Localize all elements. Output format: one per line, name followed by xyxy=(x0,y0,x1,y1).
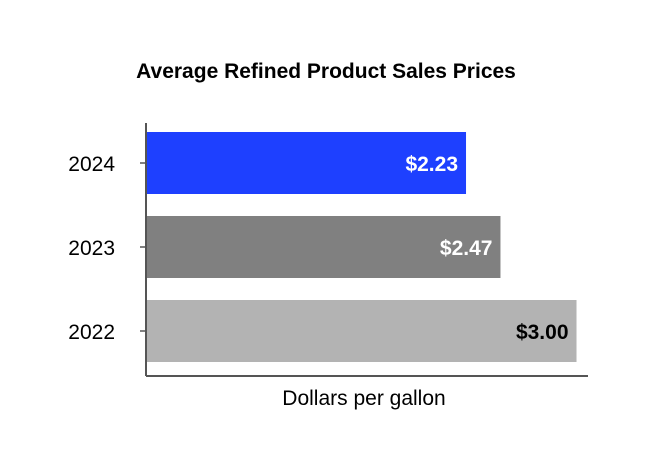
data-label-2024: $2.23 xyxy=(405,153,458,176)
y-tick-label-2023: 2023 xyxy=(68,237,115,260)
y-tick-label-2022: 2022 xyxy=(68,321,115,344)
data-label-2023: $2.47 xyxy=(440,237,493,260)
y-tick-label-2024: 2024 xyxy=(68,153,115,176)
data-label-2022: $3.00 xyxy=(516,321,569,344)
x-axis-label: Dollars per gallon xyxy=(282,387,446,410)
bar-2022 xyxy=(146,300,577,362)
bar-2024 xyxy=(146,132,467,194)
chart-title: Average Refined Product Sales Prices xyxy=(136,60,516,83)
bar-2023 xyxy=(146,216,501,278)
